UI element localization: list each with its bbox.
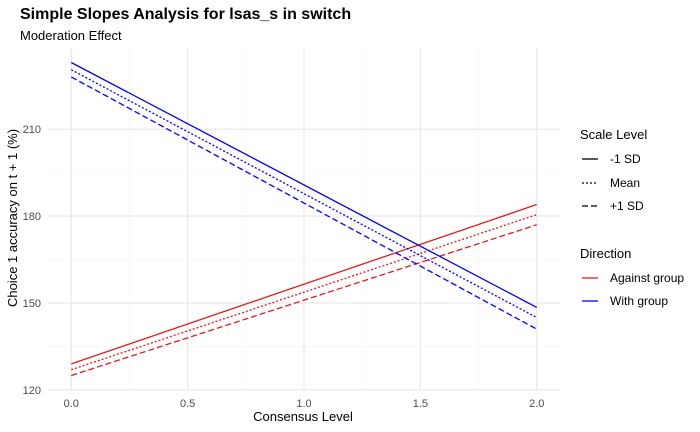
- y-tick-label: 210: [23, 124, 41, 136]
- legend-title-scale-level: Scale Level: [580, 127, 647, 142]
- legend-label-direction: Against group: [610, 271, 684, 285]
- series-line-against-group-dotted: [71, 214, 537, 371]
- series-line-against-group-dashed: [71, 224, 537, 377]
- y-axis-title: Choice 1 accuracy on t + 1 (%): [5, 129, 20, 307]
- series-line-with-group-dashed: [70, 76, 538, 330]
- legend-label-scale: -1 SD: [610, 152, 641, 166]
- legend-title-direction: Direction: [580, 246, 631, 261]
- series-line-with-group-solid: [70, 61, 538, 308]
- legend-label-direction: With group: [610, 294, 668, 308]
- y-tick-labels: 120 150 180 210: [23, 124, 41, 397]
- legend-label-scale: +1 SD: [610, 199, 644, 213]
- chart-subtitle: Moderation Effect: [20, 28, 122, 43]
- chart-title: Simple Slopes Analysis for lsas_s in swi…: [20, 6, 352, 23]
- y-tick-label: 150: [23, 298, 41, 310]
- series-lines: [70, 61, 538, 377]
- legend-label-scale: Mean: [610, 176, 640, 190]
- x-tick-label: 0.5: [180, 398, 195, 410]
- series-line-against-group-solid: [71, 203, 537, 365]
- x-tick-label: 1.0: [296, 398, 311, 410]
- y-tick-label: 180: [23, 211, 41, 223]
- x-tick-labels: 0.0 0.5 1.0 1.5 2.0: [64, 398, 545, 410]
- x-tick-label: 1.5: [413, 398, 428, 410]
- legend: Scale Level -1 SD Mean +1 SD Direction Agains…: [580, 127, 684, 308]
- grid: [48, 48, 560, 391]
- y-tick-label: 120: [23, 385, 41, 397]
- x-tick-label: 2.0: [529, 398, 544, 410]
- x-tick-label: 0.0: [64, 398, 79, 410]
- x-axis-title: Consensus Level: [253, 409, 353, 424]
